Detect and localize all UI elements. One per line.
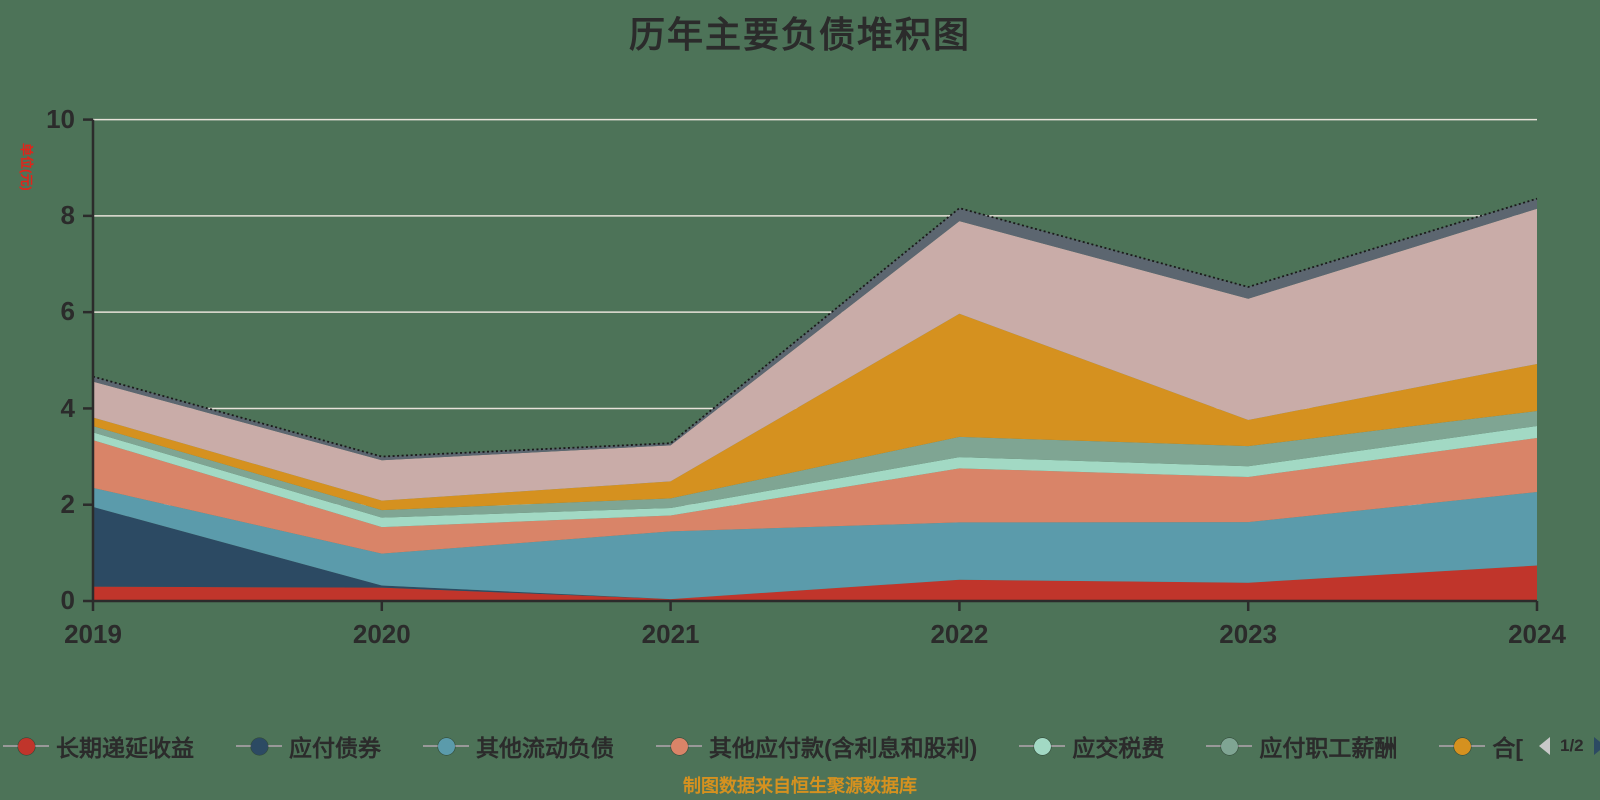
- svg-text:6: 6: [61, 296, 75, 326]
- svg-text:2022: 2022: [930, 619, 988, 649]
- svg-text:10: 10: [46, 104, 75, 134]
- svg-text:0: 0: [61, 585, 75, 615]
- svg-text:2: 2: [61, 489, 75, 519]
- svg-text:2021: 2021: [642, 619, 700, 649]
- svg-text:2019: 2019: [64, 619, 122, 649]
- svg-text:2023: 2023: [1219, 619, 1277, 649]
- svg-text:4: 4: [61, 393, 76, 423]
- svg-text:2024: 2024: [1508, 619, 1566, 649]
- svg-text:8: 8: [61, 200, 75, 230]
- svg-text:2020: 2020: [353, 619, 411, 649]
